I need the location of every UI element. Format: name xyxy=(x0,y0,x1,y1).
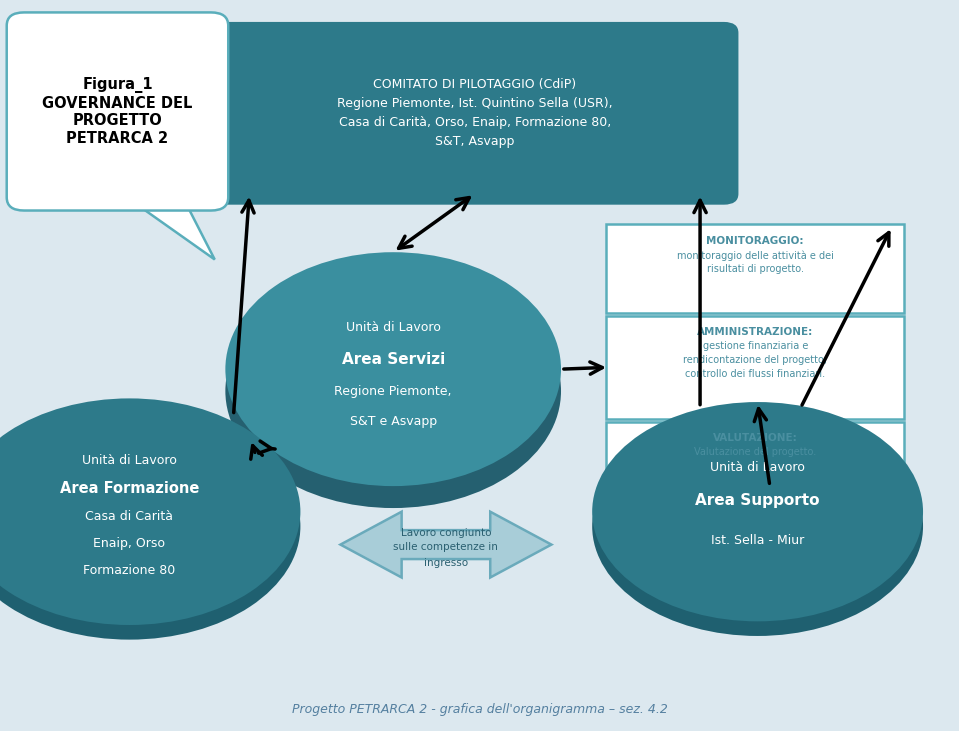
Text: sulle competenze in: sulle competenze in xyxy=(393,542,499,552)
Ellipse shape xyxy=(225,274,561,508)
Text: Valutazione del progetto.: Valutazione del progetto. xyxy=(694,447,816,458)
FancyBboxPatch shape xyxy=(606,422,904,488)
Text: AMMINISTRAZIONE:: AMMINISTRAZIONE: xyxy=(697,327,813,338)
Ellipse shape xyxy=(0,398,300,625)
Text: VALUTAZIONE:: VALUTAZIONE: xyxy=(713,433,798,444)
Text: MONITORAGGIO:: MONITORAGGIO: xyxy=(707,236,804,246)
FancyBboxPatch shape xyxy=(606,316,904,419)
Text: Unità di Lavoro: Unità di Lavoro xyxy=(82,454,176,467)
FancyBboxPatch shape xyxy=(7,12,228,211)
FancyBboxPatch shape xyxy=(211,22,738,205)
Text: ingresso: ingresso xyxy=(424,558,468,568)
Polygon shape xyxy=(340,512,551,577)
Text: Unità di Lavoro: Unità di Lavoro xyxy=(346,321,440,334)
Text: Enaip, Orso: Enaip, Orso xyxy=(93,537,166,550)
Text: Area Formazione: Area Formazione xyxy=(59,481,199,496)
Text: monitoraggio delle attività e dei
risultati di progetto.: monitoraggio delle attività e dei risult… xyxy=(677,250,833,274)
Text: Formazione 80: Formazione 80 xyxy=(83,564,175,577)
Text: Regione Piemonte,: Regione Piemonte, xyxy=(335,385,452,398)
Ellipse shape xyxy=(593,402,923,621)
Text: gestione finanziaria e
rendicontazione del progetto,
controllo dei flussi finanz: gestione finanziaria e rendicontazione d… xyxy=(683,341,828,379)
Text: Casa di Carità: Casa di Carità xyxy=(85,510,174,523)
Text: Figura_1
GOVERNANCE DEL
PROGETTO
PETRARCA 2: Figura_1 GOVERNANCE DEL PROGETTO PETRARC… xyxy=(42,77,193,145)
Text: Area Supporto: Area Supporto xyxy=(695,493,820,508)
Ellipse shape xyxy=(0,413,300,640)
Text: S&T e Asvapp: S&T e Asvapp xyxy=(350,415,436,428)
Polygon shape xyxy=(127,197,215,260)
Text: Ist. Sella - Miur: Ist. Sella - Miur xyxy=(711,534,805,548)
Ellipse shape xyxy=(593,417,923,636)
Text: Lavoro congiunto: Lavoro congiunto xyxy=(401,528,491,538)
Ellipse shape xyxy=(225,252,561,486)
Text: Area Servizi: Area Servizi xyxy=(341,352,445,367)
Text: Unità di Lavoro: Unità di Lavoro xyxy=(711,461,805,474)
FancyBboxPatch shape xyxy=(606,224,904,313)
Text: Progetto PETRARCA 2 - grafica dell'organigramma – sez. 4.2: Progetto PETRARCA 2 - grafica dell'organ… xyxy=(292,702,667,716)
Text: COMITATO DI PILOTAGGIO (CdiP)
Regione Piemonte, Ist. Quintino Sella (USR),
Casa : COMITATO DI PILOTAGGIO (CdiP) Regione Pi… xyxy=(337,78,613,148)
